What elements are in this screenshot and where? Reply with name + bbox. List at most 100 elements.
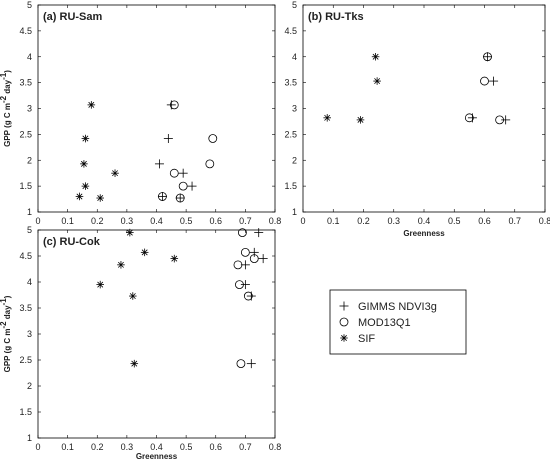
point-star xyxy=(75,192,84,201)
point-plus xyxy=(483,52,493,62)
y-tick-label: 3.5 xyxy=(19,78,32,88)
point-star xyxy=(117,261,125,269)
legend-marker-plus xyxy=(339,301,349,311)
legend-items: GIMMS NDVI3g MOD13Q1 SIF xyxy=(339,301,437,345)
point-star xyxy=(129,292,137,300)
point-star xyxy=(170,254,179,263)
point-circle xyxy=(240,247,250,257)
y-tick-label: 4.5 xyxy=(19,26,32,36)
x-tick-label: 0.2 xyxy=(91,216,104,226)
panel-label: (a) RU-Sam xyxy=(43,11,103,23)
x-tick-label: 0.3 xyxy=(121,442,134,452)
panel-ru-sam: 0 0.1 0.2 0.3 0.4 0.5 0.6 0.7 0.8 1 1.5 2 2.5 3 3.5 4 4.… xyxy=(0,0,281,226)
point-star xyxy=(87,101,96,109)
x-tick-label: 0.6 xyxy=(478,216,491,226)
y-tick-label: 5 xyxy=(27,225,32,235)
y-tick-label: 4 xyxy=(292,52,297,62)
point-plus xyxy=(249,247,259,257)
y-tick-label: 1 xyxy=(27,433,32,443)
legend-marker-circle xyxy=(339,317,349,327)
panel-label: (c) RU-Cok xyxy=(43,236,101,248)
legend-marker-star xyxy=(340,334,348,342)
point-star xyxy=(126,228,134,237)
point-plus xyxy=(178,168,188,178)
y-tick-label: 3.5 xyxy=(19,303,32,313)
x-tick-label: 0 xyxy=(35,442,40,452)
y-tick-label: 4 xyxy=(27,52,32,62)
y-tick-label: 2.5 xyxy=(19,129,32,139)
y-tick-label: 1 xyxy=(27,207,32,217)
y-tick-label: 2.5 xyxy=(19,355,32,365)
x-tick-label: 0 xyxy=(300,216,305,226)
x-axis-label: Greenness xyxy=(136,452,178,460)
point-star xyxy=(96,194,105,202)
point-star xyxy=(96,280,105,289)
y-tick-label: 2.5 xyxy=(284,129,297,139)
point-plus xyxy=(254,228,264,238)
x-tick-label: 0.8 xyxy=(269,442,282,452)
x-axis-label: Greenness xyxy=(403,229,445,238)
x-tick-label: 0.3 xyxy=(121,216,134,226)
y-tick-label: 4.5 xyxy=(19,251,32,261)
y-tick-label: 1.5 xyxy=(19,407,32,417)
legend-label: MOD13Q1 xyxy=(358,317,411,329)
y-tick-label: 1.5 xyxy=(284,181,297,191)
point-plus xyxy=(187,181,197,191)
x-tick-label: 0.6 xyxy=(209,442,222,452)
panel-ru-cok: 0 0.1 0.2 0.3 0.4 0.5 0.6 0.7 0.8 1 1.5 2 2.5 3 3.5 4 4.… xyxy=(0,225,281,460)
y-tick-label: 3.5 xyxy=(284,78,297,88)
y-tick-label: 3 xyxy=(27,104,32,114)
point-plus xyxy=(175,193,185,203)
panel-label: (b) RU-Tks xyxy=(308,11,364,23)
y-tick-label: 4.5 xyxy=(284,26,297,36)
point-circle xyxy=(158,192,167,201)
point-star xyxy=(81,182,90,190)
x-tick-label: 0.4 xyxy=(418,216,431,226)
x-tick-label: 0.8 xyxy=(269,216,282,226)
x-tick-label: 0.2 xyxy=(357,216,370,226)
point-circle xyxy=(175,193,185,203)
plot-area xyxy=(302,4,546,213)
point-plus xyxy=(240,260,250,270)
x-tick-label: 0.4 xyxy=(150,216,163,226)
y-tick-label: 4 xyxy=(27,277,32,287)
point-circle xyxy=(178,181,188,191)
legend-label: GIMMS NDVI3g xyxy=(358,301,437,313)
point-star xyxy=(373,77,381,85)
point-circle xyxy=(208,134,218,143)
y-tick-label: 1 xyxy=(292,207,297,217)
point-star xyxy=(356,116,365,124)
series-markers xyxy=(75,100,218,203)
x-tick-label: 0.6 xyxy=(209,216,222,226)
point-circle xyxy=(205,159,215,169)
x-tick-label: 0.1 xyxy=(61,442,74,452)
plot-area xyxy=(37,4,276,213)
y-tick-label: 3 xyxy=(27,329,32,339)
point-star xyxy=(81,134,90,143)
point-plus xyxy=(154,159,164,169)
x-tick-label: 0.5 xyxy=(180,216,193,226)
y-tick-label: 2 xyxy=(27,155,32,165)
y-tick-label: 5 xyxy=(27,0,32,10)
point-circle xyxy=(483,52,492,62)
point-circle xyxy=(235,280,244,290)
x-tick-label: 0.2 xyxy=(91,442,104,452)
point-star xyxy=(371,52,380,61)
point-circle xyxy=(233,260,243,270)
point-circle xyxy=(238,228,247,238)
x-tick-label: 0.1 xyxy=(61,216,74,226)
x-tick-label: 0.7 xyxy=(239,216,252,226)
series-markers xyxy=(96,228,268,369)
point-circle xyxy=(480,76,489,86)
x-tick-label: 0.8 xyxy=(539,216,550,226)
x-tick-label: 0.3 xyxy=(387,216,400,226)
y-tick-label: 1.5 xyxy=(19,181,32,191)
x-tick-label: 0.1 xyxy=(327,216,340,226)
x-tick-label: 0.5 xyxy=(448,216,461,226)
series-markers xyxy=(323,52,511,125)
point-star xyxy=(80,160,88,168)
x-tick-label: 0.5 xyxy=(180,442,193,452)
point-circle xyxy=(464,113,474,123)
point-circle xyxy=(243,291,253,301)
